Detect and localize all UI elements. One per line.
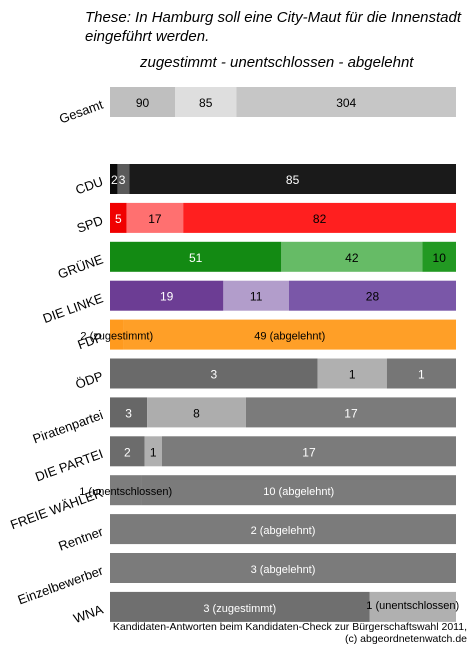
data-label-piratenpartei-zugestimmt: 3	[125, 406, 132, 420]
data-label-gesamt-abgelehnt: 304	[336, 96, 356, 110]
data-label-grüne-abgelehnt: 10	[433, 251, 447, 265]
data-label-cdu-unentschlossen: 3	[119, 173, 126, 187]
bar-segment-piratenpartei-abgelehnt	[245, 397, 456, 428]
bar-segment-die-partei-abgelehnt	[161, 436, 456, 467]
data-label-rentner-abgelehnt: 2 (abgelehnt)	[251, 525, 316, 537]
bar-segment-freie-wähler-unentschlossen	[110, 475, 142, 506]
bar-segment-ödp-abgelehnt	[386, 358, 456, 389]
bar-segment-die-linke-unentschlossen	[223, 280, 289, 311]
data-label-cdu-abgelehnt: 85	[286, 173, 300, 187]
data-label-ödp-zugestimmt: 3	[210, 368, 217, 382]
data-label-piratenpartei-abgelehnt: 17	[344, 406, 358, 420]
data-label-die-partei-unentschlossen: 1	[150, 445, 157, 459]
data-label-die-linke-zugestimmt: 19	[160, 290, 174, 304]
bar-segment-die-partei-unentschlossen	[144, 436, 162, 467]
chart-title: These: In Hamburg soll eine City-Maut fü…	[85, 9, 462, 45]
bar-segment-piratenpartei-zugestimmt	[110, 397, 148, 428]
bar-segment-gesamt-abgelehnt	[236, 87, 456, 117]
data-label-ödp-abgelehnt: 1	[418, 368, 425, 382]
bar-segment-ödp-zugestimmt	[110, 358, 318, 389]
data-label-ödp-unentschlossen: 1	[349, 368, 356, 382]
bar-segment-gesamt-unentschlossen	[175, 87, 237, 117]
category-label-spd: SPD	[75, 213, 105, 236]
data-label-piratenpartei-unentschlossen: 8	[193, 406, 200, 420]
bar-segment-grüne-abgelehnt	[422, 241, 456, 272]
bar-segment-spd-abgelehnt	[183, 202, 456, 233]
bar-segment-gesamt-zugestimmt	[110, 87, 176, 117]
chart-subtitle: zugestimmt - unentschlossen - abgelehnt	[140, 54, 414, 71]
category-label-gesamt: Gesamt	[57, 97, 105, 127]
data-label-gesamt-zugestimmt: 90	[136, 96, 150, 110]
bar-segment-grüne-unentschlossen	[281, 241, 423, 272]
category-label-piratenpartei: Piratenpartei	[31, 407, 105, 446]
bar-segment-spd-zugestimmt	[110, 202, 127, 233]
bar-segment-die-partei-zugestimmt	[110, 436, 145, 467]
category-label-die-linke: DIE LINKE	[41, 290, 106, 326]
data-label-freie-wähler-unentschlossen: 1 (unentschlossen)	[79, 486, 172, 498]
category-label-rentner: Rentner	[56, 524, 105, 554]
source-note: Kandidaten-Antworten beim Kandidaten-Che…	[113, 621, 467, 645]
data-label-die-linke-abgelehnt: 28	[366, 290, 380, 304]
bar-segment-spd-unentschlossen	[126, 202, 184, 233]
bar-segment-die-linke-zugestimmt	[110, 280, 224, 311]
source-line-2: (c) abgeordnetenwatch.de	[345, 633, 467, 645]
data-label-freie-wähler-abgelehnt: 10 (abgelehnt)	[263, 486, 334, 498]
bar-segment-fdp-abgelehnt	[123, 319, 456, 350]
data-label-wna-zugestimmt: 3 (zugestimmt)	[203, 603, 276, 615]
data-label-die-partei-abgelehnt: 17	[302, 445, 316, 459]
category-label-wna: WNA	[71, 602, 105, 627]
data-label-einzelbewerber-abgelehnt: 3 (abgelehnt)	[251, 564, 316, 576]
data-label-fdp-zugestimmt: 2 (zugestimmt)	[80, 331, 153, 343]
bar-segment-piratenpartei-unentschlossen	[147, 397, 246, 428]
bar-segment-wna-unentschlossen	[369, 591, 456, 622]
bar-segment-cdu-zugestimmt	[110, 164, 118, 194]
bar-segment-einzelbewerber-abgelehnt	[110, 553, 456, 583]
source-line-1: Kandidaten-Antworten beim Kandidaten-Che…	[112, 621, 467, 633]
data-label-die-partei-zugestimmt: 2	[124, 445, 131, 459]
data-label-grüne-zugestimmt: 51	[189, 251, 203, 265]
bar-segment-fdp-zugestimmt	[110, 319, 124, 350]
data-label-wna-unentschlossen: 1 (unentschlossen)	[366, 600, 459, 612]
bar-segment-ödp-unentschlossen	[317, 358, 387, 389]
bar-segment-die-linke-abgelehnt	[288, 280, 456, 311]
data-label-fdp-abgelehnt: 49 (abgelehnt)	[254, 331, 325, 343]
category-label-einzelbewerber: Einzelbewerber	[16, 562, 106, 607]
bar-segment-wna-zugestimmt	[110, 591, 370, 622]
bar-segment-cdu-abgelehnt	[129, 164, 456, 194]
data-label-spd-abgelehnt: 82	[313, 212, 327, 226]
category-label-ödp: ÖDP	[73, 368, 105, 392]
bar-segment-grüne-zugestimmt	[110, 241, 282, 272]
bar-segment-freie-wähler-abgelehnt	[141, 475, 457, 506]
category-label-grüne: GRÜNE	[56, 251, 106, 281]
data-label-spd-zugestimmt: 5	[115, 212, 122, 226]
bar-segment-rentner-abgelehnt	[110, 514, 456, 545]
category-label-cdu: CDU	[73, 174, 105, 198]
data-label-gesamt-unentschlossen: 85	[199, 96, 213, 110]
data-label-cdu-zugestimmt: 2	[111, 173, 118, 187]
data-label-grüne-unentschlossen: 42	[345, 251, 359, 265]
category-label-die-partei: DIE PARTEI	[33, 446, 105, 484]
bar-segment-cdu-unentschlossen	[117, 164, 130, 194]
data-label-spd-unentschlossen: 17	[148, 212, 162, 226]
data-label-die-linke-unentschlossen: 11	[250, 290, 263, 304]
